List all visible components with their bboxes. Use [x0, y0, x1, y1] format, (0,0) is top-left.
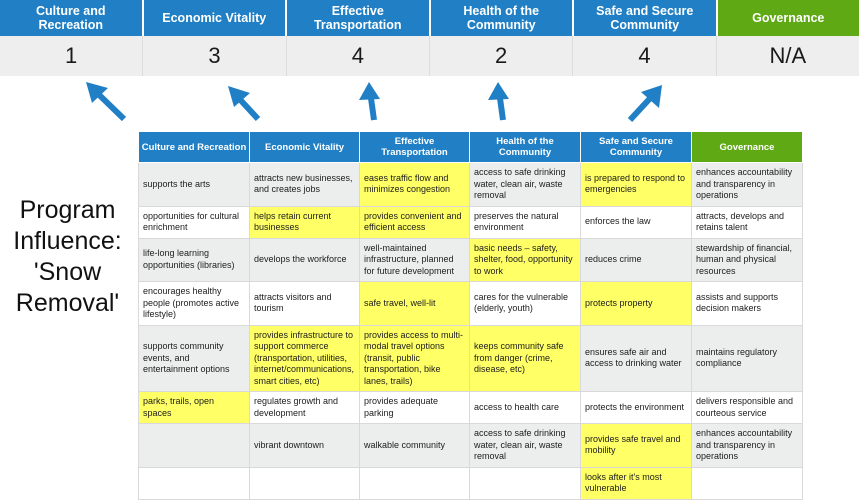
influence-matrix-wrapper: Culture and Recreation Economic Vitality…: [138, 131, 802, 500]
matrix-cell: helps retain current businesses: [250, 206, 360, 238]
matrix-cell: provides adequate parking: [360, 392, 470, 424]
scorecard-value-health-of-the-community: 2: [430, 36, 573, 76]
scorecard-header-governance: Governance: [718, 0, 859, 36]
matrix-cell: ensures safe air and access to drinking …: [581, 325, 692, 392]
matrix-cell: [139, 424, 250, 468]
scorecard-value-row: 1 3 4 2 4 N/A: [0, 36, 859, 76]
matrix-cell: vibrant downtown: [250, 424, 360, 468]
matrix-cell: is prepared to respond to emergencies: [581, 163, 692, 207]
matrix-cell: well-maintained infrastructure, planned …: [360, 238, 470, 282]
scorecard-value-safe-and-secure-community: 4: [573, 36, 716, 76]
matrix-cell: delivers responsible and courteous servi…: [692, 392, 803, 424]
matrix-cell: [470, 467, 581, 499]
matrix-cell: access to safe drinking water, clean air…: [470, 424, 581, 468]
matrix-cell: stewardship of financial, human and phys…: [692, 238, 803, 282]
matrix-cell: enhances accountability and transparency…: [692, 424, 803, 468]
matrix-cell: safe travel, well-lit: [360, 282, 470, 326]
matrix-cell: develops the workforce: [250, 238, 360, 282]
matrix-cell: encourages healthy people (promotes acti…: [139, 282, 250, 326]
matrix-cell: provides safe travel and mobility: [581, 424, 692, 468]
matrix-header-culture-and-recreation: Culture and Recreation: [139, 132, 250, 163]
matrix-row: looks after it's most vulnerable: [139, 467, 803, 499]
matrix-header-effective-transportation: Effective Transportation: [360, 132, 470, 163]
matrix-cell: attracts, develops and retains talent: [692, 206, 803, 238]
scorecard-header-health-of-the-community: Health of the Community: [431, 0, 575, 36]
matrix-cell: walkable community: [360, 424, 470, 468]
matrix-cell: supports the arts: [139, 163, 250, 207]
arrow-economic-vitality: [228, 86, 258, 119]
arrow-safe-and-secure-community: [630, 85, 662, 120]
scorecard-value-culture-and-recreation: 1: [0, 36, 143, 76]
arrow-culture-and-recreation: [86, 82, 124, 119]
matrix-cell: [250, 467, 360, 499]
scorecard-value-economic-vitality: 3: [143, 36, 286, 76]
program-influence-caption: Program Influence: 'Snow Removal': [0, 195, 135, 319]
matrix-cell: [692, 467, 803, 499]
matrix-cell: preserves the natural environment: [470, 206, 581, 238]
matrix-row: life-long learning opportunities (librar…: [139, 238, 803, 282]
matrix-cell: keeps community safe from danger (crime,…: [470, 325, 581, 392]
matrix-cell: enhances accountability and transparency…: [692, 163, 803, 207]
scorecard-header-safe-and-secure-community: Safe and Secure Community: [574, 0, 718, 36]
scorecard-value-effective-transportation: 4: [287, 36, 430, 76]
arrow-health-of-the-community: [488, 82, 509, 120]
matrix-cell: supports community events, and entertain…: [139, 325, 250, 392]
matrix-cell: life-long learning opportunities (librar…: [139, 238, 250, 282]
matrix-cell: assists and supports decision makers: [692, 282, 803, 326]
matrix-cell: access to safe drinking water, clean air…: [470, 163, 581, 207]
arrow-effective-transportation: [359, 82, 380, 120]
matrix-header-health-of-the-community: Health of the Community: [470, 132, 581, 163]
scorecard-header-row: Culture and Recreation Economic Vitality…: [0, 0, 859, 36]
matrix-cell: eases traffic flow and minimizes congest…: [360, 163, 470, 207]
scorecard-header-effective-transportation: Effective Transportation: [287, 0, 431, 36]
matrix-row: encourages healthy people (promotes acti…: [139, 282, 803, 326]
matrix-cell: [139, 467, 250, 499]
matrix-cell: cares for the vulnerable (elderly, youth…: [470, 282, 581, 326]
caption-line-4: Removal': [0, 288, 135, 319]
matrix-cell: maintains regulatory compliance: [692, 325, 803, 392]
matrix-cell: attracts new businesses, and creates job…: [250, 163, 360, 207]
matrix-cell: provides access to multi-modal travel op…: [360, 325, 470, 392]
arrow-connector-layer: [0, 76, 859, 131]
matrix-cell: protects the environment: [581, 392, 692, 424]
matrix-cell: attracts visitors and tourism: [250, 282, 360, 326]
influence-matrix: Culture and Recreation Economic Vitality…: [138, 131, 803, 500]
matrix-cell: [360, 467, 470, 499]
scorecard-header-economic-vitality: Economic Vitality: [144, 0, 288, 36]
matrix-cell: protects property: [581, 282, 692, 326]
caption-line-2: Influence:: [0, 226, 135, 257]
matrix-cell: reduces crime: [581, 238, 692, 282]
scorecard-banner: Culture and Recreation Economic Vitality…: [0, 0, 859, 76]
caption-line-1: Program: [0, 195, 135, 226]
matrix-cell: provides convenient and efficient access: [360, 206, 470, 238]
caption-line-3: 'Snow: [0, 257, 135, 288]
matrix-cell: basic needs – safety, shelter, food, opp…: [470, 238, 581, 282]
matrix-cell: enforces the law: [581, 206, 692, 238]
matrix-cell: provides infrastructure to support comme…: [250, 325, 360, 392]
scorecard-value-governance: N/A: [717, 36, 859, 76]
matrix-header-safe-and-secure-community: Safe and Secure Community: [581, 132, 692, 163]
matrix-cell: looks after it's most vulnerable: [581, 467, 692, 499]
matrix-header-governance: Governance: [692, 132, 803, 163]
matrix-cell: parks, trails, open spaces: [139, 392, 250, 424]
matrix-row: supports community events, and entertain…: [139, 325, 803, 392]
matrix-header-row: Culture and Recreation Economic Vitality…: [139, 132, 803, 163]
matrix-cell: access to health care: [470, 392, 581, 424]
matrix-cell: opportunities for cultural enrichment: [139, 206, 250, 238]
matrix-cell: regulates growth and development: [250, 392, 360, 424]
scorecard-header-culture-and-recreation: Culture and Recreation: [0, 0, 144, 36]
matrix-header-economic-vitality: Economic Vitality: [250, 132, 360, 163]
